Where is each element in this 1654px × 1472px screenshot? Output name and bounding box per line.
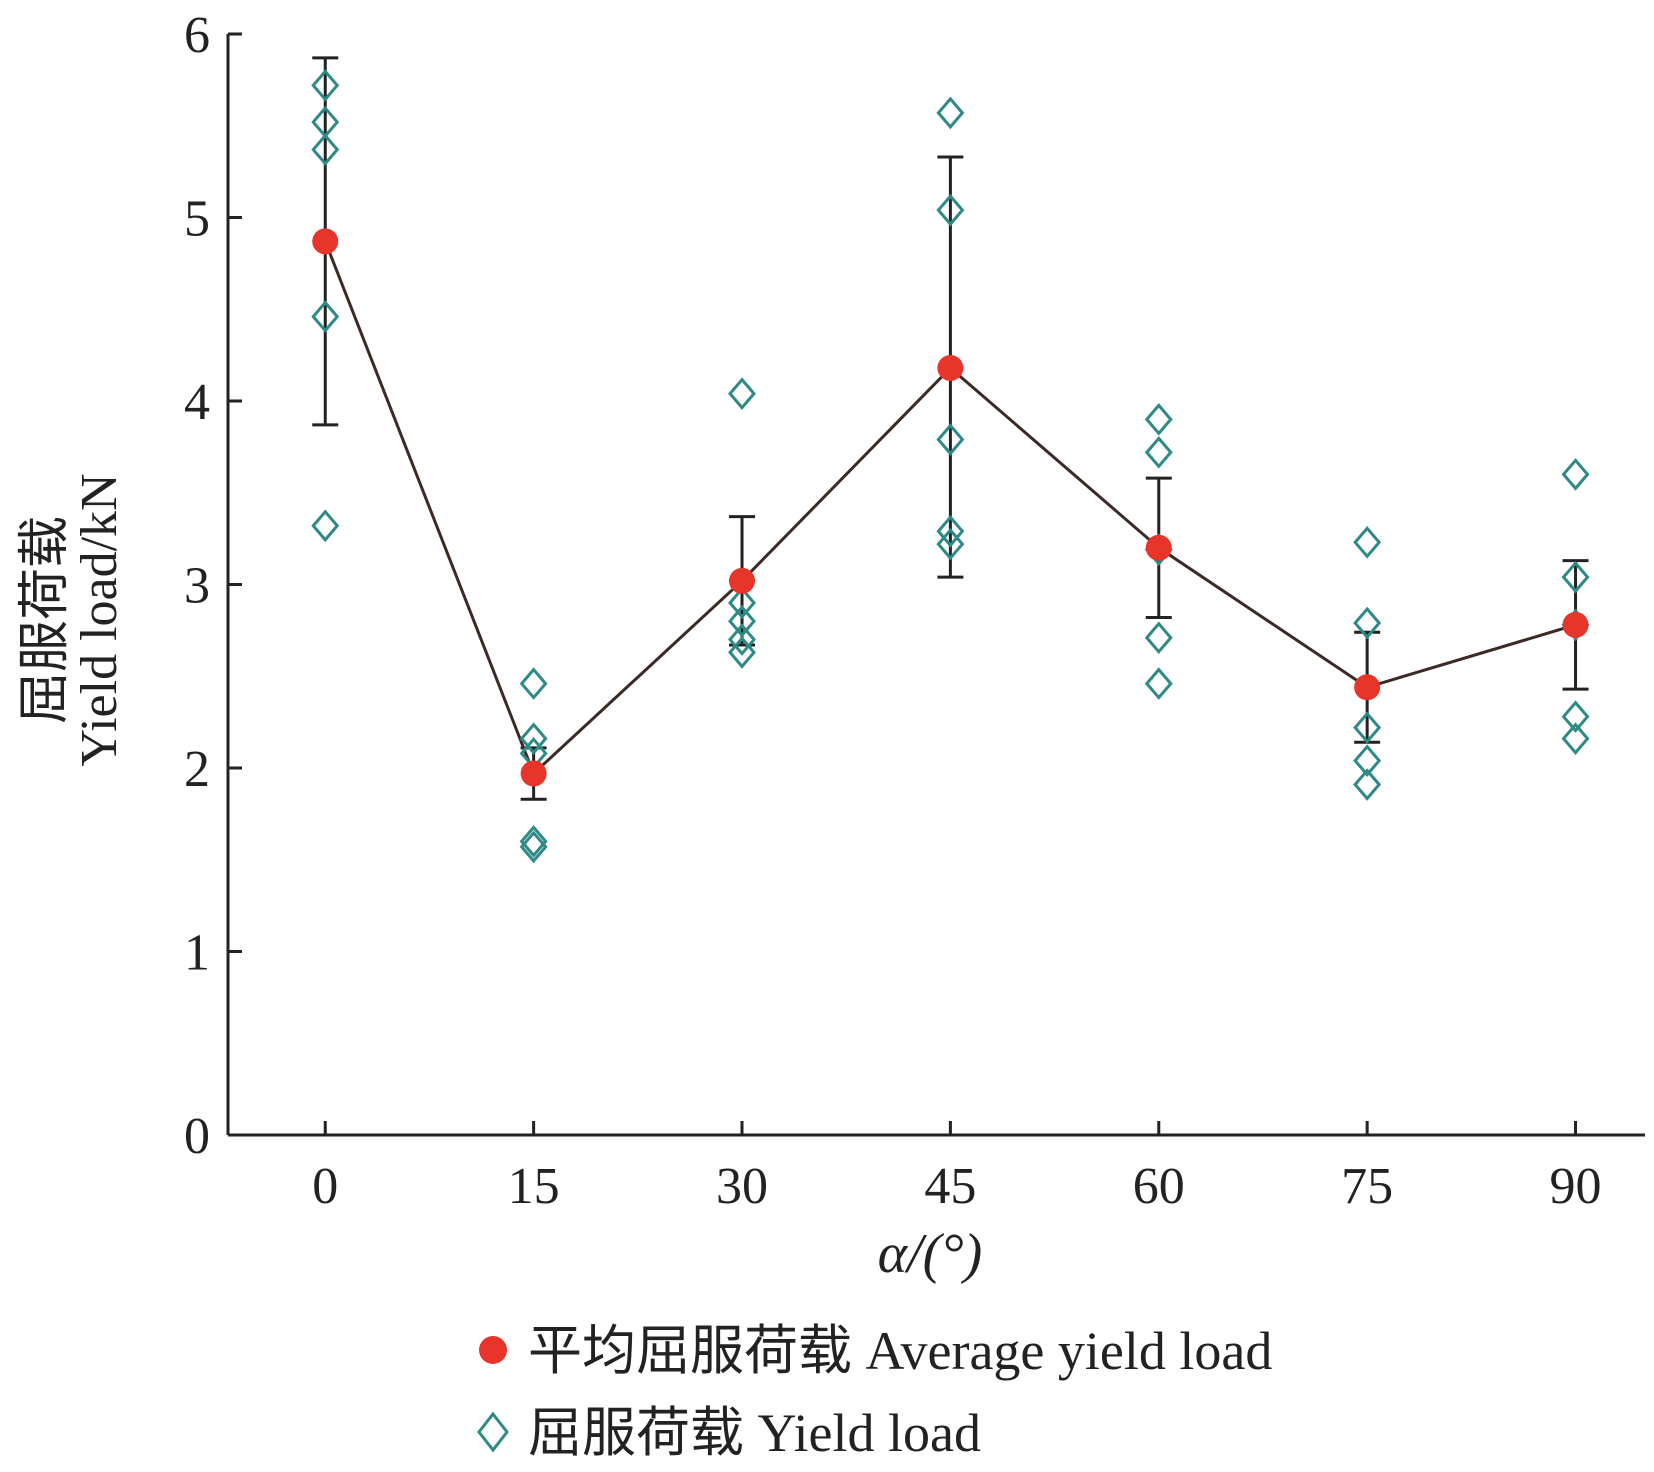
yield-load-point xyxy=(1561,560,1590,594)
y-axis-title-cn: 屈服荷载 xyxy=(17,516,74,724)
yield-load-point xyxy=(728,636,756,669)
x-tick-label: 75 xyxy=(1341,1158,1393,1215)
yield-load-point xyxy=(1561,458,1590,491)
y-tick-label: 4 xyxy=(184,374,210,431)
average-point xyxy=(937,354,964,381)
average-point xyxy=(1354,674,1381,701)
yield-load-point xyxy=(519,830,548,864)
yield-load-point xyxy=(1144,621,1173,655)
yield-load-point xyxy=(311,509,340,543)
y-tick-label: 0 xyxy=(184,1108,210,1165)
yield-load-point xyxy=(936,527,965,561)
yield-load-point xyxy=(936,423,965,456)
x-tick-label: 15 xyxy=(508,1158,560,1215)
yield-load-point xyxy=(1353,768,1382,801)
y-tick-label: 1 xyxy=(184,925,210,982)
yield-load-point xyxy=(728,623,756,656)
x-axis-title: α/(°) xyxy=(878,1223,983,1285)
x-tick-label: 60 xyxy=(1133,1158,1185,1215)
average-point xyxy=(729,567,756,594)
x-tick-label: 45 xyxy=(924,1158,976,1215)
x-tick-label: 30 xyxy=(716,1158,768,1215)
y-tick-label: 6 xyxy=(184,7,210,64)
yield-load-point xyxy=(1561,700,1590,733)
average-point xyxy=(520,760,547,787)
legend-marker-yield xyxy=(477,1411,509,1453)
yield-load-point xyxy=(1353,525,1382,559)
yield-load-point xyxy=(1353,744,1382,777)
yield-load-point xyxy=(1144,436,1173,469)
legend-label-yield: 屈服荷载 Yield load xyxy=(528,1403,981,1463)
x-tick-label: 90 xyxy=(1550,1158,1602,1215)
yield-load-point xyxy=(936,96,965,130)
yield-load-point xyxy=(311,69,340,102)
yield-load-point xyxy=(728,586,756,620)
yield-load-point xyxy=(1144,667,1173,700)
y-axis-title: 屈服荷载 Yield load/kN xyxy=(17,473,128,766)
yield-load-point xyxy=(1144,403,1173,436)
y-axis-title-en: Yield load/kN xyxy=(71,473,128,766)
y-tick-label: 2 xyxy=(184,741,210,798)
yield-load-point xyxy=(311,300,340,333)
error-bars xyxy=(312,56,1589,801)
y-tick-label: 3 xyxy=(184,558,210,615)
yield-load-point xyxy=(728,377,756,410)
legend-label-average: 平均屈服荷载 Average yield load xyxy=(528,1321,1272,1381)
yield-load-point xyxy=(936,193,965,227)
average-points xyxy=(312,228,1589,787)
y-tick-label: 5 xyxy=(184,191,210,248)
average-point xyxy=(1145,534,1172,561)
average-point xyxy=(1562,611,1589,638)
legend-marker-average xyxy=(479,1336,507,1364)
average-point xyxy=(312,228,339,255)
yield-load-point xyxy=(1353,711,1382,744)
yield-load-point xyxy=(311,133,340,166)
yield-load-point xyxy=(519,667,548,700)
plot-axes xyxy=(226,32,1645,1137)
yield-load-point xyxy=(519,825,548,858)
legend: 平均屈服荷载 Average yield load 屈服荷载 Yield loa… xyxy=(477,1321,1272,1463)
yield-load-point xyxy=(936,514,965,548)
yield-load-point xyxy=(1353,606,1382,640)
yield-load-point xyxy=(519,722,548,755)
yield-load-point xyxy=(1561,722,1590,755)
x-tick-label: 0 xyxy=(312,1158,338,1215)
yield-load-point xyxy=(728,604,756,638)
